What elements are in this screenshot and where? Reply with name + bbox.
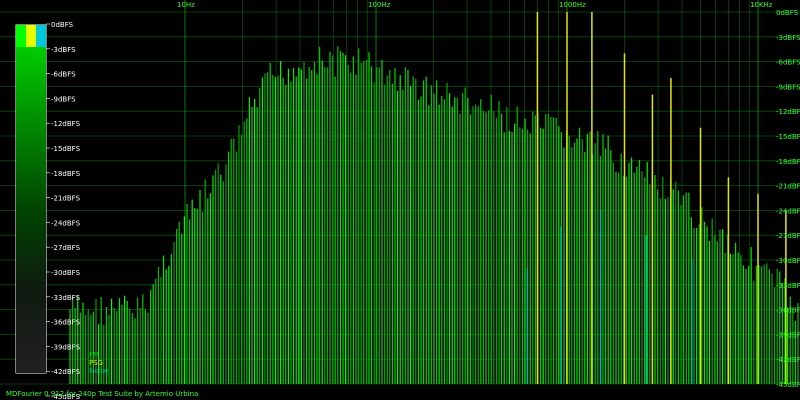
y-tick-label-left: 0dBFS	[51, 21, 74, 29]
y-tick-label-right: -15dBFS	[776, 133, 800, 141]
footer-text: MDFourier 0.912 for 240p Test Suite by A…	[6, 390, 198, 398]
y-tick-label-right: -27dBFS	[776, 232, 800, 240]
scale-color-bar	[16, 25, 26, 47]
y-tick-label-right: -39dBFS	[776, 331, 800, 339]
color-scale: 0dBFS -3dBFS -6dBFS -9dBFS -12dBFS -15dBFS -18…	[15, 21, 81, 400]
y-tick-label-left: -6dBFS	[51, 71, 76, 79]
y-tick-label-right: -24dBFS	[776, 207, 800, 215]
y-tick-label-right: -12dBFS	[776, 108, 800, 116]
y-tick-label-left: -45dBFS	[51, 393, 81, 400]
y-tick-label-right: -6dBFS	[776, 59, 800, 67]
y-tick-label-left: -33dBFS	[51, 294, 81, 302]
y-tick-label-left: -15dBFS	[51, 145, 81, 153]
scale-color-bar	[26, 25, 36, 47]
y-tick-label-left: -30dBFS	[51, 269, 81, 277]
y-tick-label-left: -21dBFS	[51, 195, 81, 203]
x-tick-label: 10Hz	[177, 1, 195, 9]
y-tick-label-right: -36dBFS	[776, 307, 800, 315]
legend-psg: PSG	[89, 359, 103, 367]
y-tick-label-left: -3dBFS	[51, 46, 76, 54]
y-tick-label-left: -36dBFS	[51, 319, 81, 327]
legend-noise: Noise	[89, 367, 108, 375]
y-tick-label-right: 0dBFS	[776, 9, 799, 17]
y-tick-label-left: -18dBFS	[51, 170, 81, 178]
y-tick-label-left: -9dBFS	[51, 95, 76, 103]
scale-color-bar	[36, 25, 46, 47]
y-tick-label-right: -21dBFS	[776, 183, 800, 191]
y-tick-label-left: -39dBFS	[51, 343, 81, 351]
y-tick-label-right: -42dBFS	[776, 356, 800, 364]
y-tick-label-right: -3dBFS	[776, 34, 800, 42]
y-tick-label-right: -18dBFS	[776, 158, 800, 166]
y-tick-label-left: -12dBFS	[51, 120, 81, 128]
legend-fm: FM	[89, 351, 99, 359]
spectrum-bars	[69, 12, 799, 384]
scale-gradient	[16, 47, 46, 373]
y-tick-label-left: -27dBFS	[51, 244, 81, 252]
y-tick-label-left: -42dBFS	[51, 368, 81, 376]
x-tick-label: 100Hz	[368, 1, 391, 9]
x-tick-label: 1000Hz	[559, 1, 586, 9]
y-tick-label-right: -33dBFS	[776, 282, 800, 290]
y-tick-label-left: -24dBFS	[51, 219, 81, 227]
legend: FM PSG Noise	[89, 351, 108, 375]
y-tick-label-right: -45dBFS	[776, 381, 800, 389]
y-tick-label-right: -30dBFS	[776, 257, 800, 265]
x-tick-label: 10KHz	[750, 1, 773, 9]
y-tick-label-right: -9dBFS	[776, 83, 800, 91]
